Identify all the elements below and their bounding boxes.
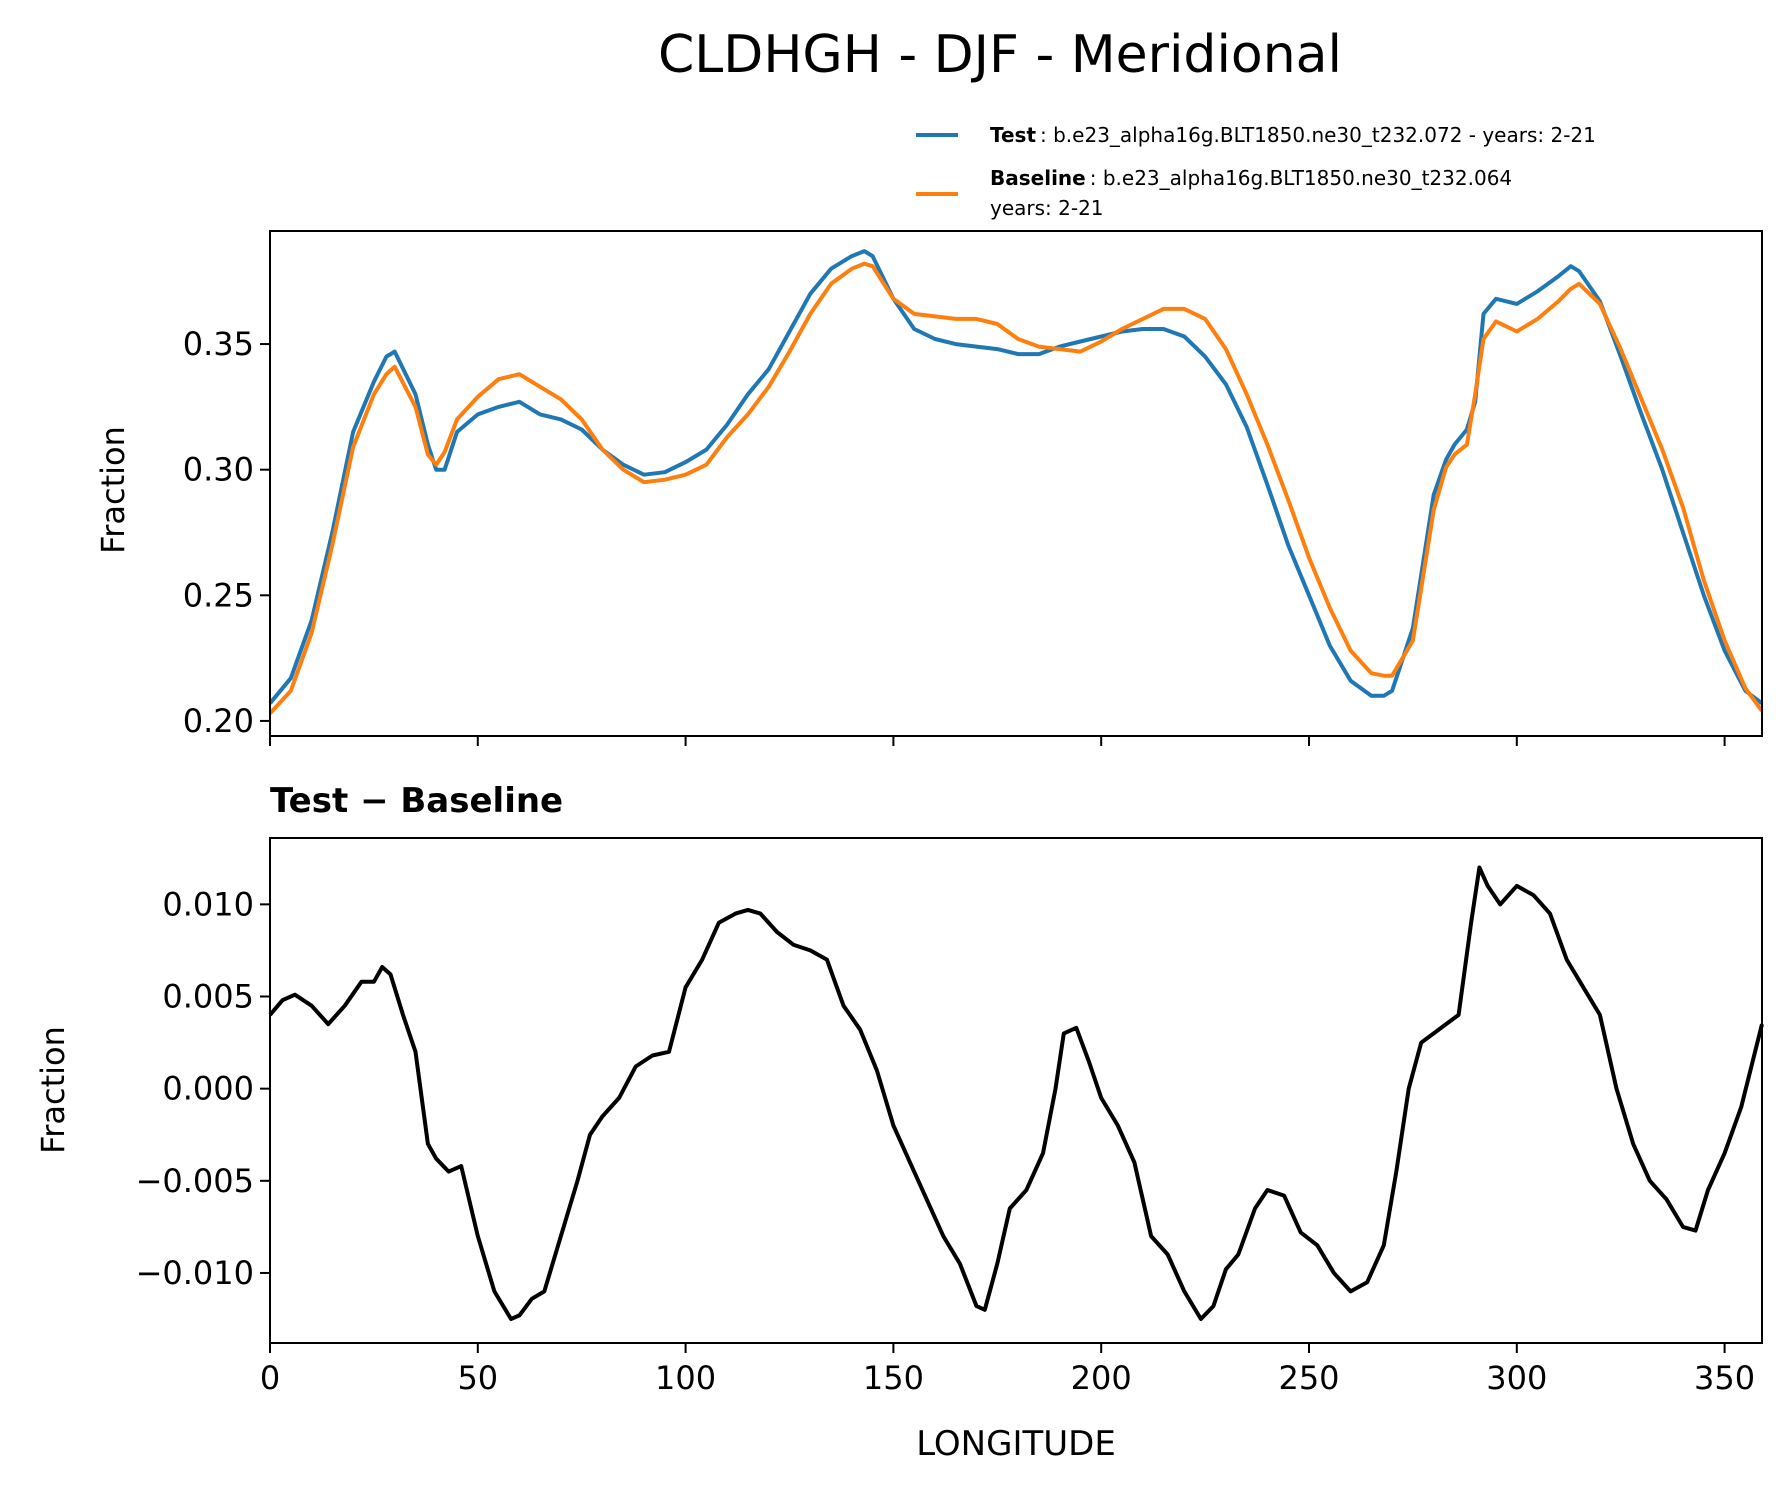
legend-test-label: Test — [990, 123, 1036, 147]
bottom-x-tick-label: 250 — [1278, 1359, 1339, 1397]
bottom-x-tick-label: 150 — [863, 1359, 924, 1397]
legend-baseline-label: Baseline — [990, 166, 1086, 190]
bottom-x-tick-label: 100 — [655, 1359, 716, 1397]
bottom-y-tick-label: 0.000 — [162, 1070, 254, 1108]
legend-baseline-text-line1: : b.e23_alpha16g.BLT1850.ne30_t232.064 — [1090, 166, 1512, 190]
bottom-plot-frame — [269, 837, 1763, 1344]
bottom-x-tick-label: 300 — [1486, 1359, 1547, 1397]
bottom-panel: Test − Baseline −0.010 −0.005 0.000 0.005 0.… — [34, 781, 1764, 1464]
bottom-y-tick-label: −0.005 — [136, 1162, 254, 1200]
bottom-y-tick-label: 0.005 — [162, 978, 254, 1016]
legend-baseline-entry: Baseline: b.e23_alpha16g.BLT1850.ne30_t2… — [990, 166, 1512, 190]
top-series-test-line — [268, 249, 1764, 705]
x-axis-label: LONGITUDE — [916, 1424, 1116, 1464]
bottom-x-tick-label: 0 — [260, 1359, 280, 1397]
top-y-tick-label: 0.30 — [183, 451, 254, 489]
top-series-baseline-line — [268, 261, 1764, 715]
bottom-y-tick-label: 0.010 — [162, 885, 254, 923]
top-panel: 0.20 0.25 0.30 0.35 Fraction — [94, 230, 1764, 746]
legend-test-entry: Test: b.e23_alpha16g.BLT1850.ne30_t232.0… — [990, 123, 1596, 147]
top-y-tick-label: 0.35 — [183, 325, 254, 363]
legend-baseline-text-line2: years: 2-21 — [990, 196, 1104, 220]
top-y-tick-label: 0.20 — [183, 702, 254, 740]
bottom-panel-title: Test − Baseline — [270, 781, 563, 821]
bottom-x-tick-label: 200 — [1071, 1359, 1132, 1397]
top-plot-frame — [269, 230, 1763, 737]
bottom-y-axis-label: Fraction — [34, 1026, 72, 1154]
legend: Test: b.e23_alpha16g.BLT1850.ne30_t232.0… — [916, 123, 1596, 220]
bottom-series-test-baseline-line — [268, 865, 1764, 1321]
bottom-x-tick-label: 350 — [1694, 1359, 1755, 1397]
bottom-y-tick-label: −0.010 — [136, 1254, 254, 1292]
top-y-tick-label: 0.25 — [183, 576, 254, 614]
bottom-x-tick-label: 50 — [457, 1359, 498, 1397]
legend-test-text: : b.e23_alpha16g.BLT1850.ne30_t232.072 -… — [1040, 123, 1596, 147]
figure-title: CLDHGH - DJF - Meridional — [658, 25, 1342, 85]
top-y-axis-label: Fraction — [94, 426, 132, 554]
